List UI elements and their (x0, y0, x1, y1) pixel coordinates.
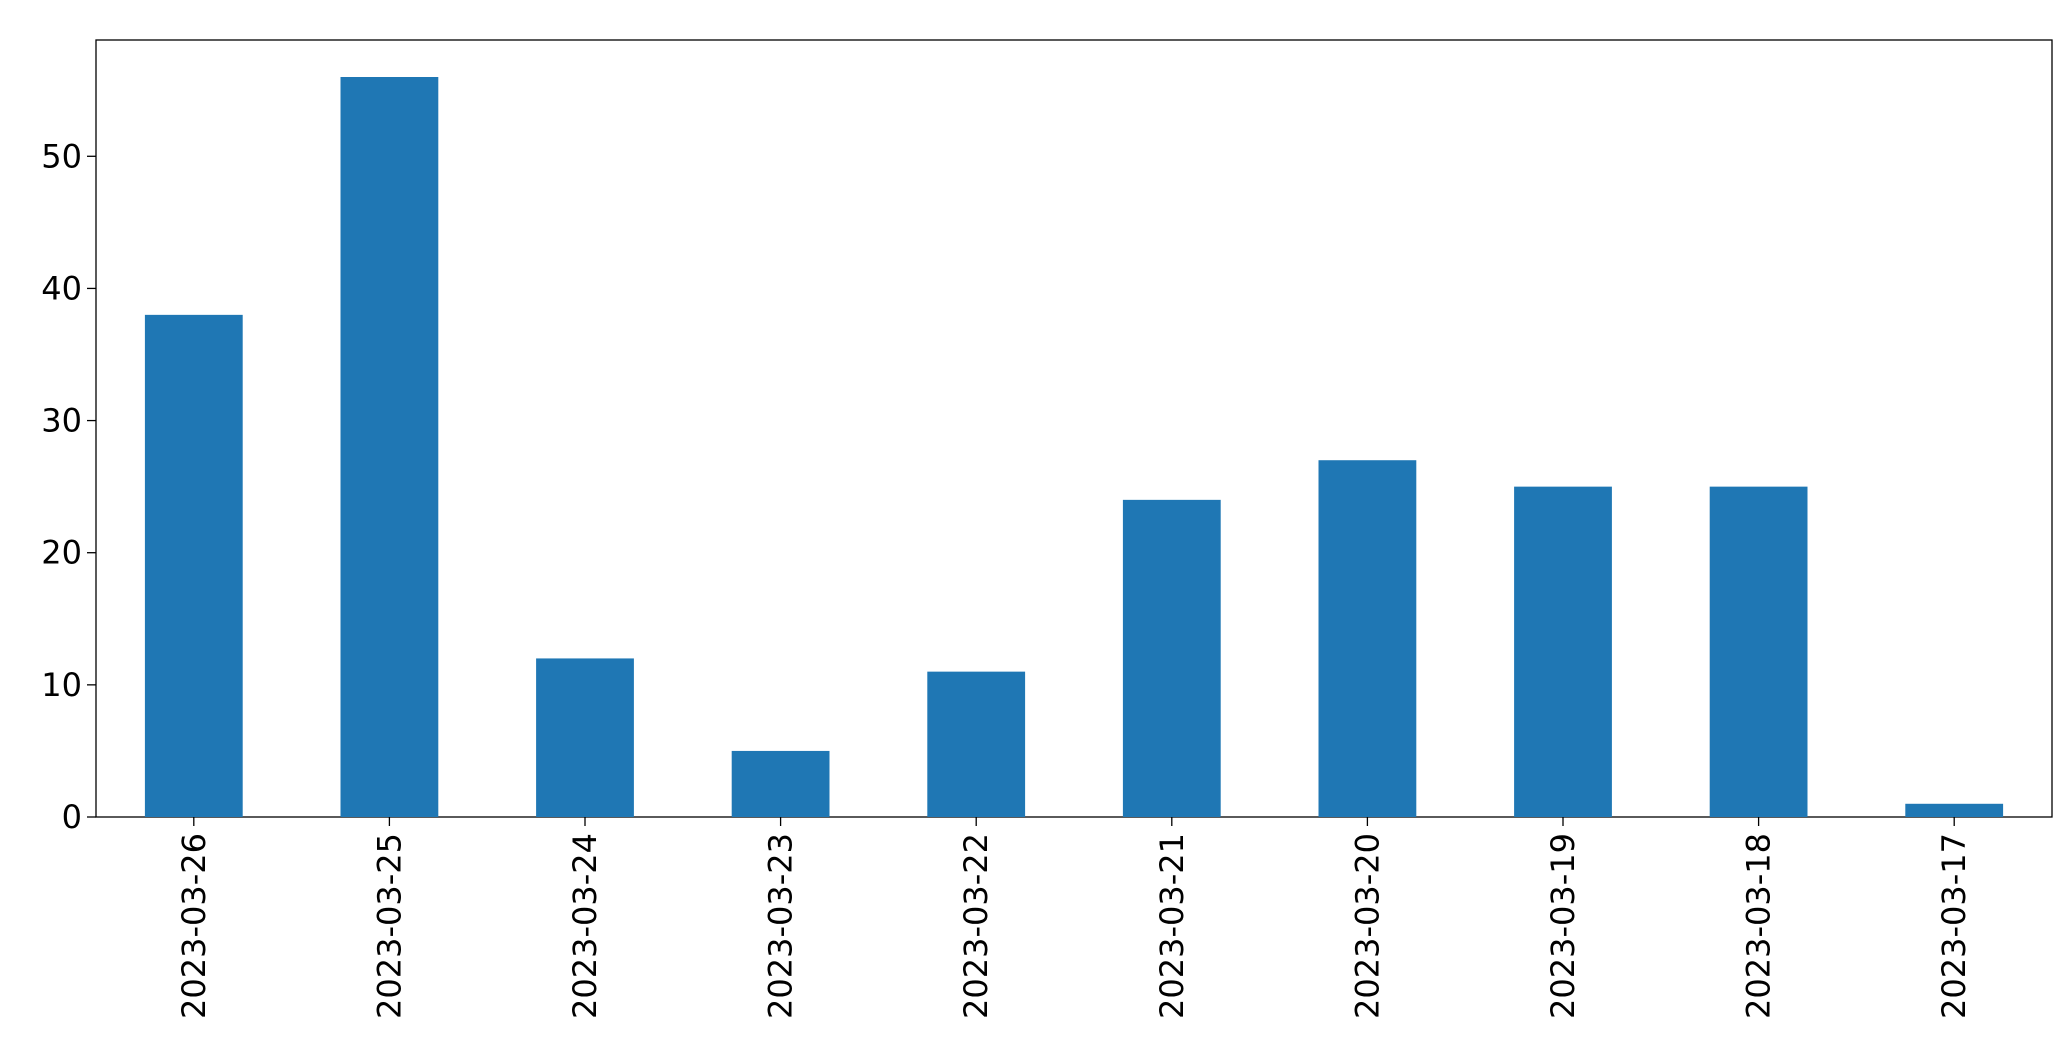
y-tick-label: 10 (41, 666, 82, 704)
bar (340, 77, 439, 817)
y-tick-label: 50 (41, 137, 82, 175)
bar (536, 658, 634, 817)
x-tick-label: 2023-03-19 (1544, 833, 1582, 1019)
bar (1318, 460, 1417, 817)
x-tick-label: 2023-03-22 (957, 833, 995, 1019)
bar (731, 750, 830, 817)
bar (1514, 486, 1612, 817)
y-tick-label: 40 (41, 269, 82, 307)
x-tick-label: 2023-03-20 (1348, 833, 1386, 1019)
x-tick-label: 2023-03-18 (1740, 833, 1778, 1019)
x-tick-label: 2023-03-17 (1935, 833, 1973, 1019)
x-tick-label: 2023-03-24 (566, 833, 604, 1019)
bar (1122, 499, 1221, 817)
x-tick-label: 2023-03-23 (762, 833, 800, 1019)
bar (1905, 803, 2004, 817)
x-tick-label: 2023-03-25 (370, 833, 408, 1019)
bar (1709, 486, 1808, 817)
x-tick-label: 2023-03-21 (1153, 833, 1191, 1019)
y-tick-label: 30 (41, 402, 82, 440)
bar (927, 671, 1026, 817)
y-tick-label: 0 (62, 798, 82, 836)
axes-frame (95, 39, 2053, 818)
x-tick-label: 2023-03-26 (175, 833, 213, 1019)
y-tick-label: 20 (41, 534, 82, 572)
bar (144, 314, 243, 817)
